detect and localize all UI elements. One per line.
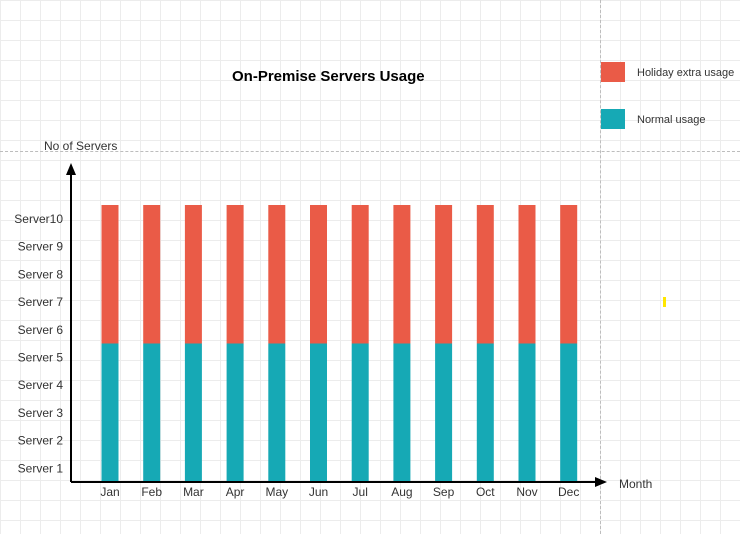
- y-tick-label: Server 9: [18, 240, 64, 254]
- x-tick-label: Dec: [558, 485, 579, 499]
- x-tick-label: Jul: [353, 485, 368, 499]
- legend-swatch-normal: [601, 109, 625, 129]
- bar-jun-normal: [310, 343, 327, 482]
- y-axis-arrow: [66, 163, 76, 175]
- bar-feb-holiday: [143, 205, 161, 344]
- bar-jan-normal: [101, 343, 119, 482]
- text-cursor-mark: [663, 297, 666, 307]
- bar-dec-normal: [560, 343, 578, 482]
- bar-may-holiday: [268, 205, 286, 344]
- y-tick-label: Server 7: [18, 295, 64, 309]
- y-tick-label: Server 1: [18, 461, 64, 475]
- x-tick-label: Feb: [141, 485, 162, 499]
- bar-aug-normal: [393, 343, 411, 482]
- x-tick-label: May: [265, 485, 288, 499]
- x-tick-label: Jun: [309, 485, 328, 499]
- bar-feb-normal: [143, 343, 161, 482]
- x-axis-title: Month: [619, 477, 652, 491]
- bar-mar-normal: [184, 343, 202, 482]
- bar-nov-holiday: [518, 205, 536, 344]
- y-axis-title: No of Servers: [44, 139, 117, 153]
- y-tick-label: Server 6: [18, 323, 64, 337]
- bar-sep-holiday: [435, 205, 453, 344]
- bars-group: [101, 205, 578, 482]
- y-tick-label: Server 3: [18, 406, 64, 420]
- y-tick-label: Server10: [14, 212, 63, 226]
- axes-group: No of Servers Month: [44, 139, 652, 491]
- bar-may-normal: [268, 343, 286, 482]
- x-tick-label: Sep: [433, 485, 455, 499]
- bar-jan-holiday: [101, 205, 119, 344]
- x-tick-labels: Jan Feb Mar Apr May Jun Jul Aug Sep Oct Nov Dec: [100, 485, 579, 499]
- y-tick-label: Server 2: [18, 434, 64, 448]
- bar-nov-normal: [518, 343, 536, 482]
- bar-oct-normal: [476, 343, 494, 482]
- bar-jun-holiday: [310, 205, 327, 344]
- legend-label-normal: Normal usage: [637, 114, 706, 126]
- bar-mar-holiday: [184, 205, 202, 344]
- x-tick-label: Apr: [226, 485, 245, 499]
- bar-sep-normal: [435, 343, 453, 482]
- y-tick-label: Server 5: [18, 351, 64, 365]
- bar-dec-holiday: [560, 205, 578, 344]
- y-tick-label: Server 8: [18, 267, 64, 281]
- chart-title: On-Premise Servers Usage: [232, 68, 425, 85]
- bar-apr-normal: [226, 343, 244, 482]
- bar-jul-normal: [351, 343, 369, 482]
- x-axis-arrow: [595, 477, 607, 487]
- guide-line-horizontal: [0, 151, 740, 152]
- bar-aug-holiday: [393, 205, 411, 344]
- bar-jul-holiday: [351, 205, 369, 344]
- legend-label-holiday: Holiday extra usage: [637, 67, 735, 79]
- y-tick-label: Server 4: [18, 378, 64, 392]
- bar-oct-holiday: [476, 205, 494, 344]
- x-tick-label: Jan: [100, 485, 119, 499]
- x-tick-label: Oct: [476, 485, 495, 499]
- x-tick-label: Mar: [183, 485, 204, 499]
- x-tick-label: Aug: [391, 485, 412, 499]
- bar-apr-holiday: [226, 205, 244, 344]
- y-tick-labels: Server 1 Server 2 Server 3 Server 4 Server 5…: [14, 212, 63, 475]
- guide-line-vertical: [600, 0, 601, 534]
- legend-swatch-holiday: [601, 62, 625, 82]
- x-tick-label: Nov: [516, 485, 537, 499]
